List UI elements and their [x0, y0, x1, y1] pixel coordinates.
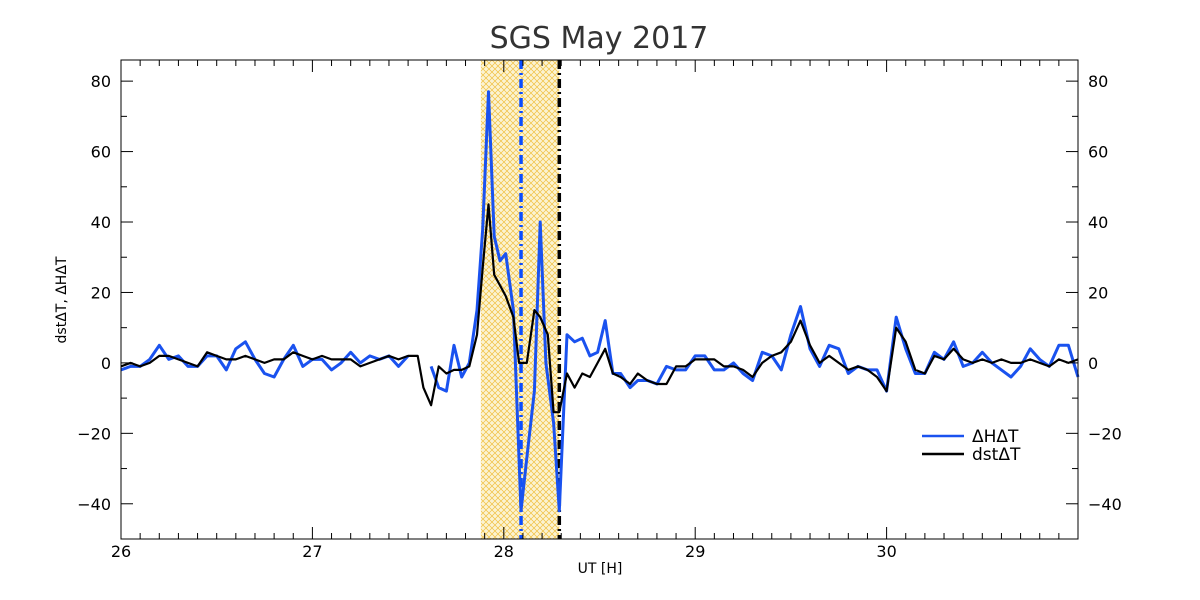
y-tick-label-right: 60 — [1088, 143, 1108, 162]
x-tick-label: 29 — [685, 542, 705, 561]
x-axis: 26 27 28 29 30 — [111, 60, 1060, 561]
y-axis: −40 −40 −20 −20 0 0 20 20 40 40 60 60 80 80 — [77, 72, 1122, 540]
y-tick-label-right: 40 — [1088, 213, 1108, 232]
y-tick-label-left: 20 — [91, 283, 111, 302]
x-tick-label: 27 — [302, 542, 322, 561]
y-tick-label-left: −40 — [77, 495, 111, 514]
x-axis-label: UT [H] — [578, 561, 623, 577]
y-tick-label-right: 20 — [1088, 283, 1108, 302]
y-tick-label-right: −40 — [1088, 495, 1122, 514]
y-tick-label-right: −20 — [1088, 424, 1122, 443]
legend-label: ΔHΔT — [972, 427, 1019, 447]
series-line-dst-dT — [120, 203, 1079, 414]
x-tick-label: 26 — [111, 542, 131, 561]
chart-title: SGS May 2017 — [490, 21, 709, 56]
series-layer — [120, 90, 1080, 513]
y-tick-label-left: 60 — [91, 143, 111, 162]
y-axis-label: dstΔT, ΔHΔT — [54, 256, 70, 343]
y-tick-label-right: 80 — [1088, 72, 1108, 91]
plot-frame — [120, 59, 1079, 540]
vertical-lines-layer — [519, 60, 562, 539]
series-line-dH-dT — [120, 90, 1080, 513]
y-tick-label-left: 0 — [101, 354, 111, 373]
legend-label: dstΔT — [972, 445, 1021, 465]
x-tick-label: 28 — [494, 542, 514, 561]
y-tick-label-left: 40 — [91, 213, 111, 232]
y-tick-label-left: −20 — [77, 424, 111, 443]
x-tick-label: 30 — [876, 542, 896, 561]
y-tick-label-left: 80 — [91, 72, 111, 91]
y-tick-label-right: 0 — [1088, 354, 1098, 373]
